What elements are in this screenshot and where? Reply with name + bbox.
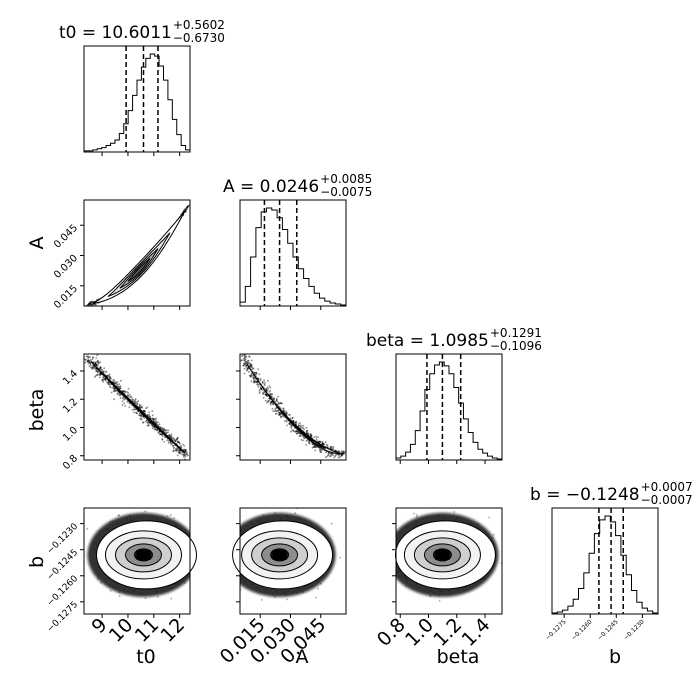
frame-beta-beta <box>395 353 503 461</box>
frame-t0-t0 <box>83 45 191 153</box>
frame-t0-A <box>83 199 191 307</box>
frame-beta-b <box>395 507 503 615</box>
panel-A-beta <box>240 354 346 459</box>
xtick-label-t0-3: 12 <box>157 614 190 647</box>
svg-text:A = 0.0246: A = 0.0246 <box>223 177 319 197</box>
contour-t0-beta-4 <box>126 397 150 420</box>
histogram-t0 <box>83 53 191 152</box>
xaxis-label-b: b <box>609 646 621 668</box>
frame-t0-beta <box>83 353 191 461</box>
xtick-label-b-1: −0.1260 <box>570 618 593 641</box>
title-plus-b: +0.0007 <box>641 480 693 494</box>
ytick-label-beta-0: 0.8 <box>61 453 80 472</box>
yaxis-label-b: b <box>26 556 48 568</box>
title-plus-A: +0.0085 <box>320 172 372 186</box>
ytick-label-A-1: 0.030 <box>52 253 80 281</box>
xtick-label-b-0: −0.1275 <box>544 618 567 641</box>
frame-b-b <box>551 507 659 615</box>
histogram-A <box>239 207 347 306</box>
svg-text:beta = 1.0985: beta = 1.0985 <box>366 331 489 351</box>
title-t0: t0 = 10.6011 +0.5602−0.6730 <box>59 18 225 45</box>
xaxis-label-t0: t0 <box>136 646 156 668</box>
ytick-label-beta-1: 1.0 <box>61 425 80 444</box>
ytick-label-beta-2: 1.2 <box>61 397 80 416</box>
frame-t0-b <box>83 507 191 615</box>
xtick-label-b-3: −0.1230 <box>622 618 645 641</box>
title-minus-b: −0.0007 <box>641 493 693 507</box>
contour-t0-A-1 <box>92 210 186 304</box>
title-minus-beta: −0.1096 <box>490 339 542 353</box>
contour-A-beta-4 <box>282 412 306 436</box>
contour-t0-A-4 <box>127 258 151 282</box>
yaxis-label-A: A <box>26 237 48 250</box>
histogram-b <box>551 515 659 614</box>
yaxis-label-beta: beta <box>26 389 48 432</box>
contour-t0-A-2 <box>107 232 171 297</box>
svg-text:t0 = 10.6011: t0 = 10.6011 <box>59 23 172 43</box>
xaxis-label-A: A <box>296 646 309 668</box>
panel-t0-A <box>86 203 190 306</box>
title-minus-A: −0.0075 <box>320 185 372 199</box>
ytick-label-beta-3: 1.4 <box>61 368 80 387</box>
title-minus-t0: −0.6730 <box>173 31 225 45</box>
svg-text:b = −0.1248: b = −0.1248 <box>530 485 640 505</box>
frame-A-A <box>239 199 347 307</box>
xaxis-label-beta: beta <box>437 646 480 668</box>
ytick-label-A-0: 0.015 <box>52 283 80 311</box>
title-plus-t0: +0.5602 <box>173 18 225 32</box>
histogram-beta <box>395 361 503 460</box>
frame-A-beta <box>239 353 347 461</box>
ytick-label-A-2: 0.045 <box>52 223 80 251</box>
title-A: A = 0.0246 +0.0085−0.0075 <box>223 172 372 199</box>
xtick-label-b-2: −0.1245 <box>596 618 619 641</box>
title-b: b = −0.1248 +0.0007−0.0007 <box>530 480 693 507</box>
frame-A-b <box>239 507 347 615</box>
title-plus-beta: +0.1291 <box>490 326 542 340</box>
title-beta: beta = 1.0985 +0.1291−0.1096 <box>366 326 542 353</box>
contour-A-beta-1 <box>246 363 342 455</box>
